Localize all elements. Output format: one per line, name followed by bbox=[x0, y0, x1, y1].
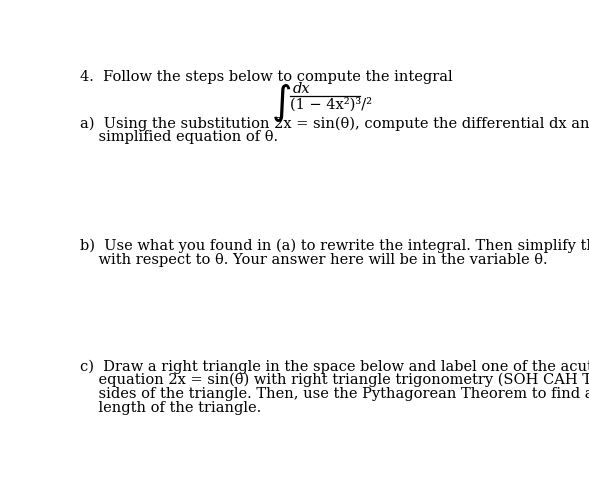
Text: 4.  Follow the steps below to compute the integral: 4. Follow the steps below to compute the… bbox=[80, 69, 452, 83]
Text: simplified equation of θ.: simplified equation of θ. bbox=[80, 130, 278, 144]
Text: with respect to θ. Your answer here will be in the variable θ.: with respect to θ. Your answer here will… bbox=[80, 253, 547, 267]
Text: (1 − 4x²)³/²: (1 − 4x²)³/² bbox=[290, 97, 372, 112]
Text: dx: dx bbox=[293, 82, 310, 96]
Text: b)  Use what you found in (a) to rewrite the integral. Then simplify the integra: b) Use what you found in (a) to rewrite … bbox=[80, 239, 589, 254]
Text: $\int$: $\int$ bbox=[272, 82, 292, 124]
Text: sides of the triangle. Then, use the Pythagorean Theorem to find and label the r: sides of the triangle. Then, use the Pyt… bbox=[80, 387, 589, 401]
Text: c)  Draw a right triangle in the space below and label one of the acute angles a: c) Draw a right triangle in the space be… bbox=[80, 359, 589, 374]
Text: length of the triangle.: length of the triangle. bbox=[80, 401, 261, 414]
Text: equation 2x = sin(θ) with right triangle trigonometry (SOH CAH TOA) to label two: equation 2x = sin(θ) with right triangle… bbox=[80, 373, 589, 387]
Text: a)  Using the substitution 2x = sin(θ), compute the differential dx and convert : a) Using the substitution 2x = sin(θ), c… bbox=[80, 116, 589, 131]
